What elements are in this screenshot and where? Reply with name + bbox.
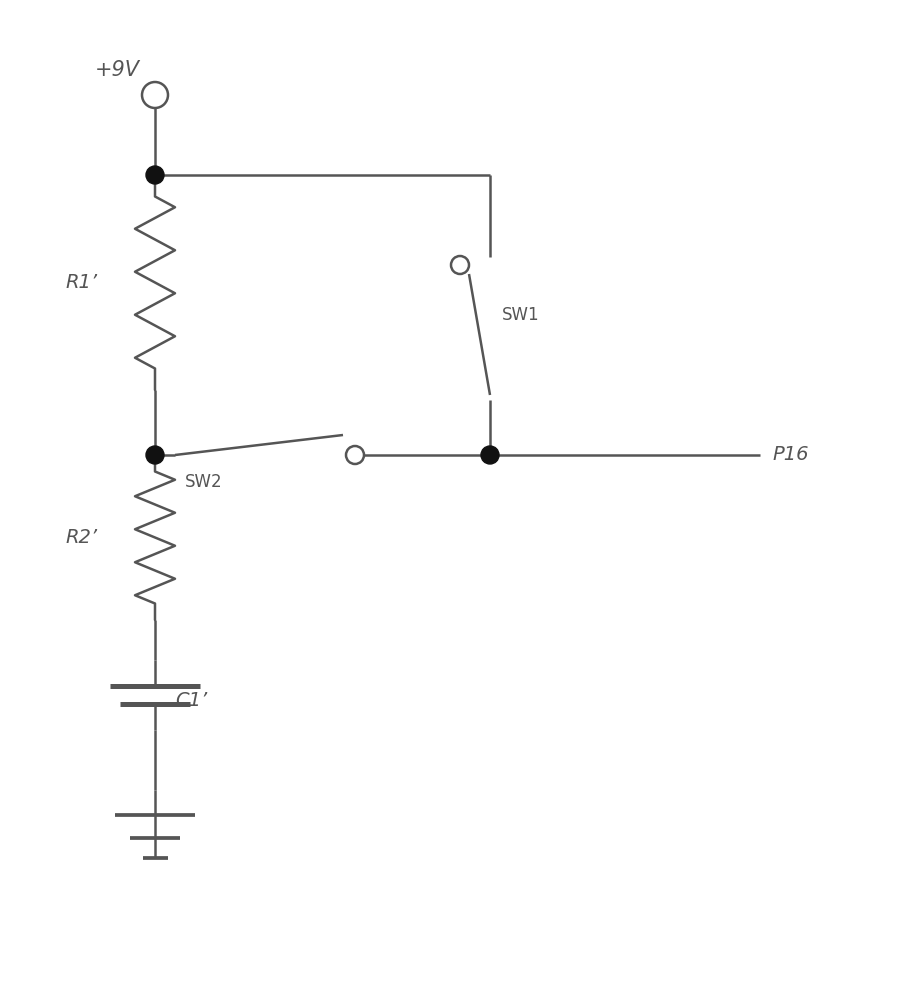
Circle shape [451,256,469,274]
Text: C1’: C1’ [175,690,207,710]
Text: R2’: R2’ [65,528,97,547]
Circle shape [142,82,168,108]
Text: R1’: R1’ [65,273,97,292]
Circle shape [481,446,499,464]
Text: SW2: SW2 [185,473,223,491]
Circle shape [146,446,164,464]
Text: P16: P16 [772,446,808,464]
Text: SW1: SW1 [502,306,540,324]
Circle shape [346,446,364,464]
Circle shape [146,166,164,184]
Text: +9V: +9V [95,60,140,80]
